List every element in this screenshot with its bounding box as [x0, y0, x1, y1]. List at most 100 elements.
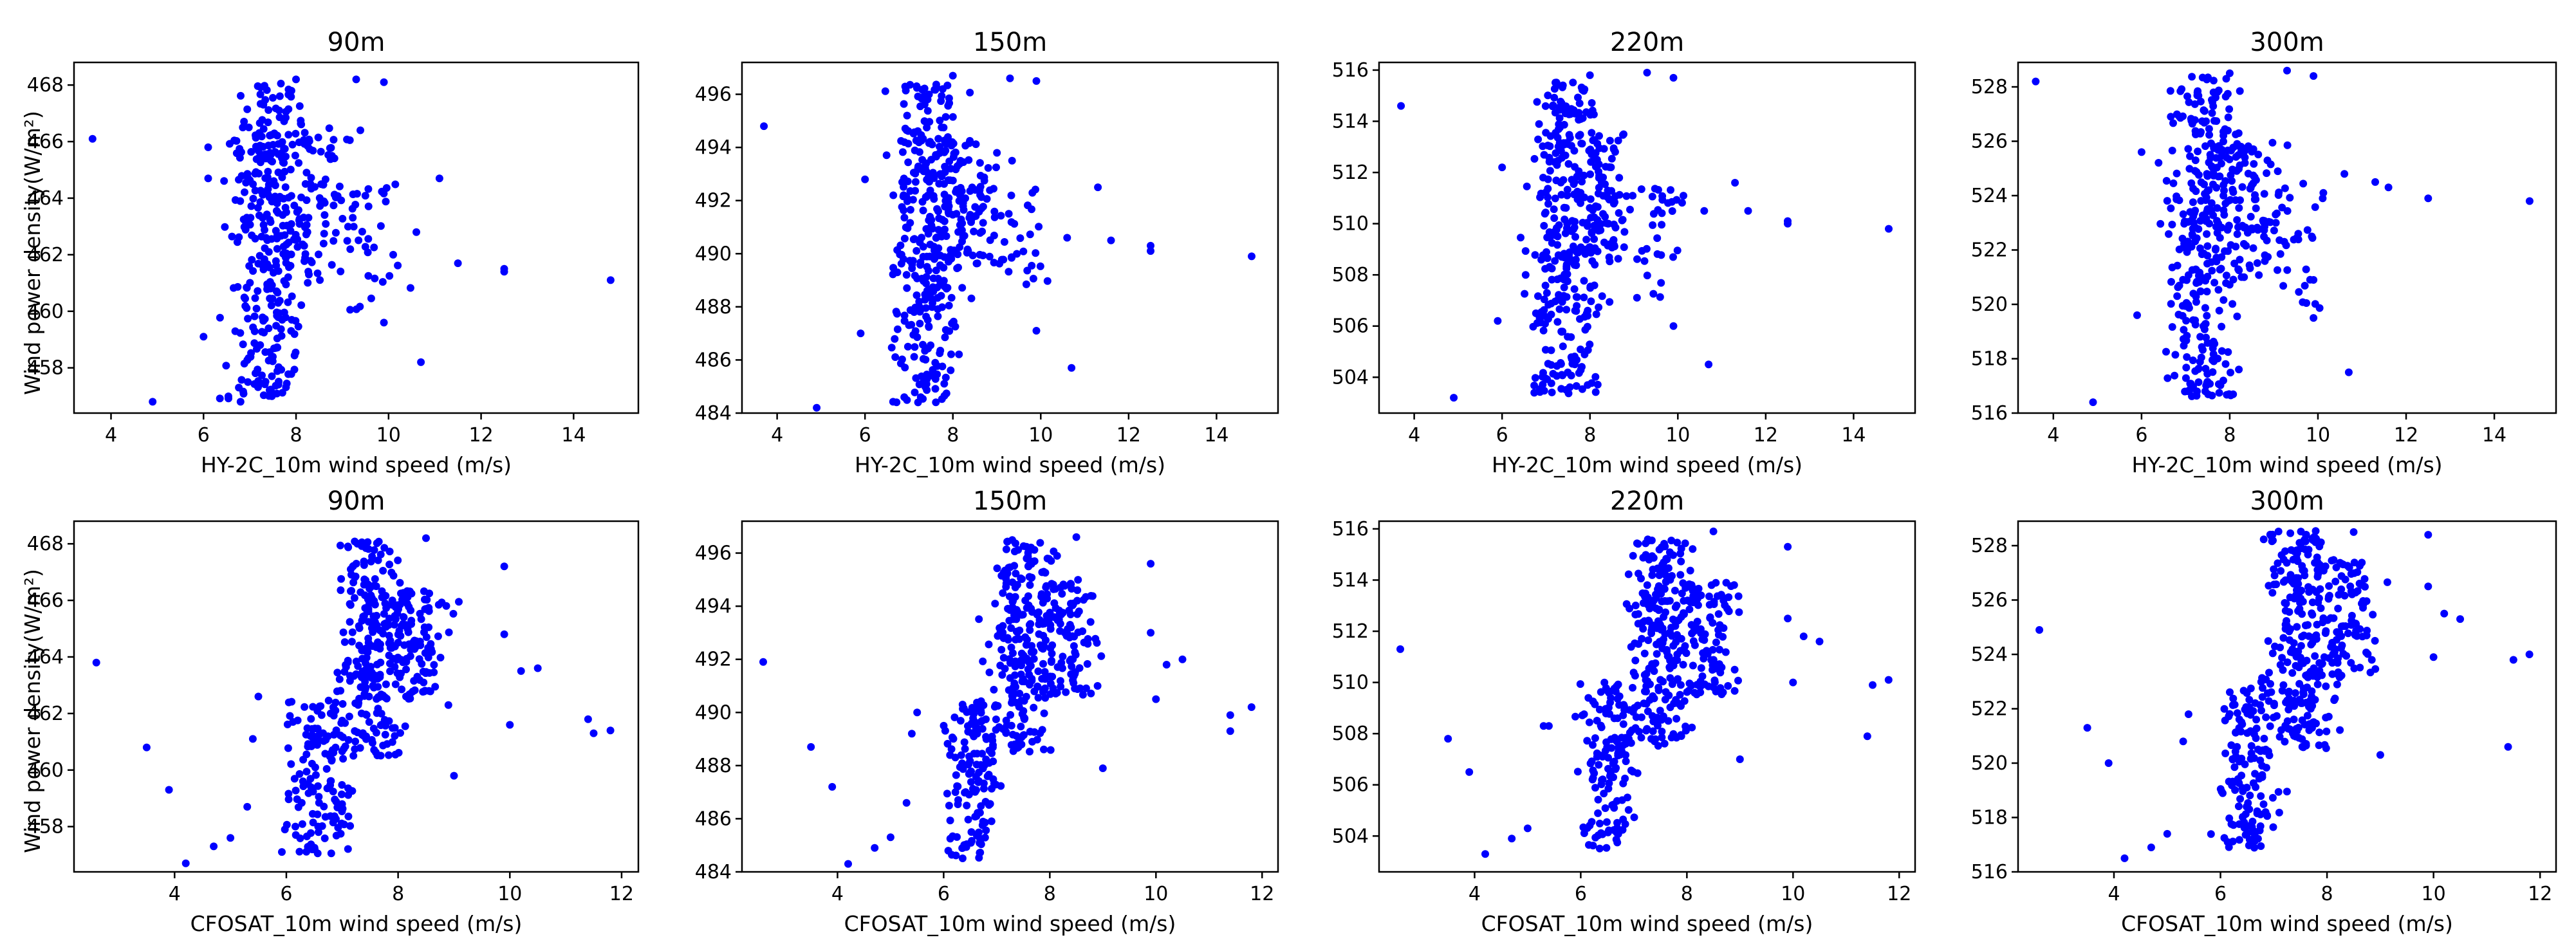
data-point: [1565, 250, 1573, 259]
x-tick-label: 4: [831, 883, 844, 905]
data-point: [1677, 731, 1685, 739]
data-point: [1589, 766, 1597, 775]
data-point: [367, 735, 376, 744]
data-point: [385, 631, 393, 640]
data-point: [2304, 621, 2312, 629]
data-point: [918, 95, 926, 103]
data-point: [971, 203, 979, 211]
data-point: [1601, 212, 1609, 221]
data-point: [1705, 592, 1713, 600]
data-point: [955, 197, 963, 205]
data-point: [940, 392, 949, 400]
data-point: [1570, 353, 1579, 360]
data-point: [2303, 712, 2312, 720]
data-point: [1541, 264, 1550, 273]
data-point: [2232, 243, 2240, 251]
x-tick-label: 6: [2214, 883, 2227, 905]
data-point: [1705, 600, 1714, 609]
data-point: [314, 782, 322, 790]
data-point: [358, 667, 367, 676]
data-point: [949, 113, 957, 121]
data-point: [2193, 91, 2201, 100]
data-point: [361, 678, 369, 686]
data-point: [364, 580, 372, 589]
data-point: [425, 687, 433, 695]
data-point: [273, 335, 281, 342]
data-point: [941, 147, 950, 155]
data-point: [370, 243, 378, 252]
data-point: [311, 845, 319, 854]
data-point: [916, 319, 924, 328]
data-point: [1649, 290, 1658, 298]
data-point: [2277, 551, 2286, 559]
data-point: [950, 149, 958, 158]
data-point: [2253, 259, 2261, 267]
data-point: [1789, 678, 1797, 687]
data-point: [1676, 690, 1684, 699]
data-point: [358, 616, 366, 625]
data-point: [254, 692, 263, 701]
data-point: [2252, 716, 2261, 724]
data-point: [1595, 160, 1603, 169]
data-point: [271, 192, 279, 201]
data-point: [245, 124, 253, 131]
data-point: [1784, 614, 1792, 623]
data-point: [1654, 186, 1662, 194]
data-point: [1631, 656, 1640, 665]
x-tick-label: 10: [376, 424, 401, 447]
data-point: [2315, 594, 2323, 602]
data-point: [1563, 191, 1571, 199]
data-point: [2182, 364, 2191, 372]
data-point: [352, 305, 360, 313]
data-point: [247, 148, 255, 156]
data-point: [2249, 244, 2257, 252]
data-point: [216, 394, 224, 403]
data-point: [274, 299, 283, 307]
data-point: [1656, 676, 1665, 684]
data-point: [1681, 642, 1689, 650]
data-point: [1658, 192, 1667, 200]
data-point: [2328, 659, 2337, 667]
data-point: [959, 765, 967, 773]
data-point: [2306, 705, 2315, 713]
data-point: [1549, 102, 1557, 110]
data-point: [2225, 281, 2234, 289]
data-point: [1032, 77, 1041, 85]
data-point: [1569, 78, 1577, 87]
data-point: [2255, 271, 2263, 279]
data-point: [1555, 305, 1564, 313]
data-point: [1563, 277, 1571, 286]
data-point: [2349, 528, 2358, 536]
data-point: [1523, 824, 1532, 833]
data-point: [2298, 716, 2306, 725]
data-point: [1667, 186, 1674, 194]
data-point: [2297, 642, 2305, 650]
data-point: [1048, 649, 1056, 658]
data-point: [1605, 779, 1613, 788]
data-point: [317, 197, 326, 205]
data-point: [273, 389, 281, 398]
data-point: [364, 545, 373, 553]
data-point: [1047, 658, 1055, 666]
data-point: [967, 778, 975, 786]
data-point: [1073, 685, 1082, 693]
data-point: [1016, 234, 1024, 243]
data-point: [2231, 786, 2239, 794]
data-point: [391, 615, 400, 623]
data-point: [945, 327, 954, 335]
data-point: [1017, 741, 1026, 748]
data-point: [400, 641, 409, 649]
data-point: [309, 147, 317, 155]
data-point: [2241, 159, 2249, 167]
data-point: [286, 712, 294, 720]
data-point: [1649, 566, 1657, 573]
data-point: [282, 107, 290, 116]
data-point: [1521, 247, 1530, 255]
data-point: [900, 100, 908, 108]
data-point: [1593, 380, 1602, 389]
data-point: [252, 369, 259, 378]
data-point: [2361, 582, 2369, 591]
data-point: [371, 618, 379, 626]
data-point: [248, 231, 256, 239]
data-point: [1657, 251, 1665, 259]
